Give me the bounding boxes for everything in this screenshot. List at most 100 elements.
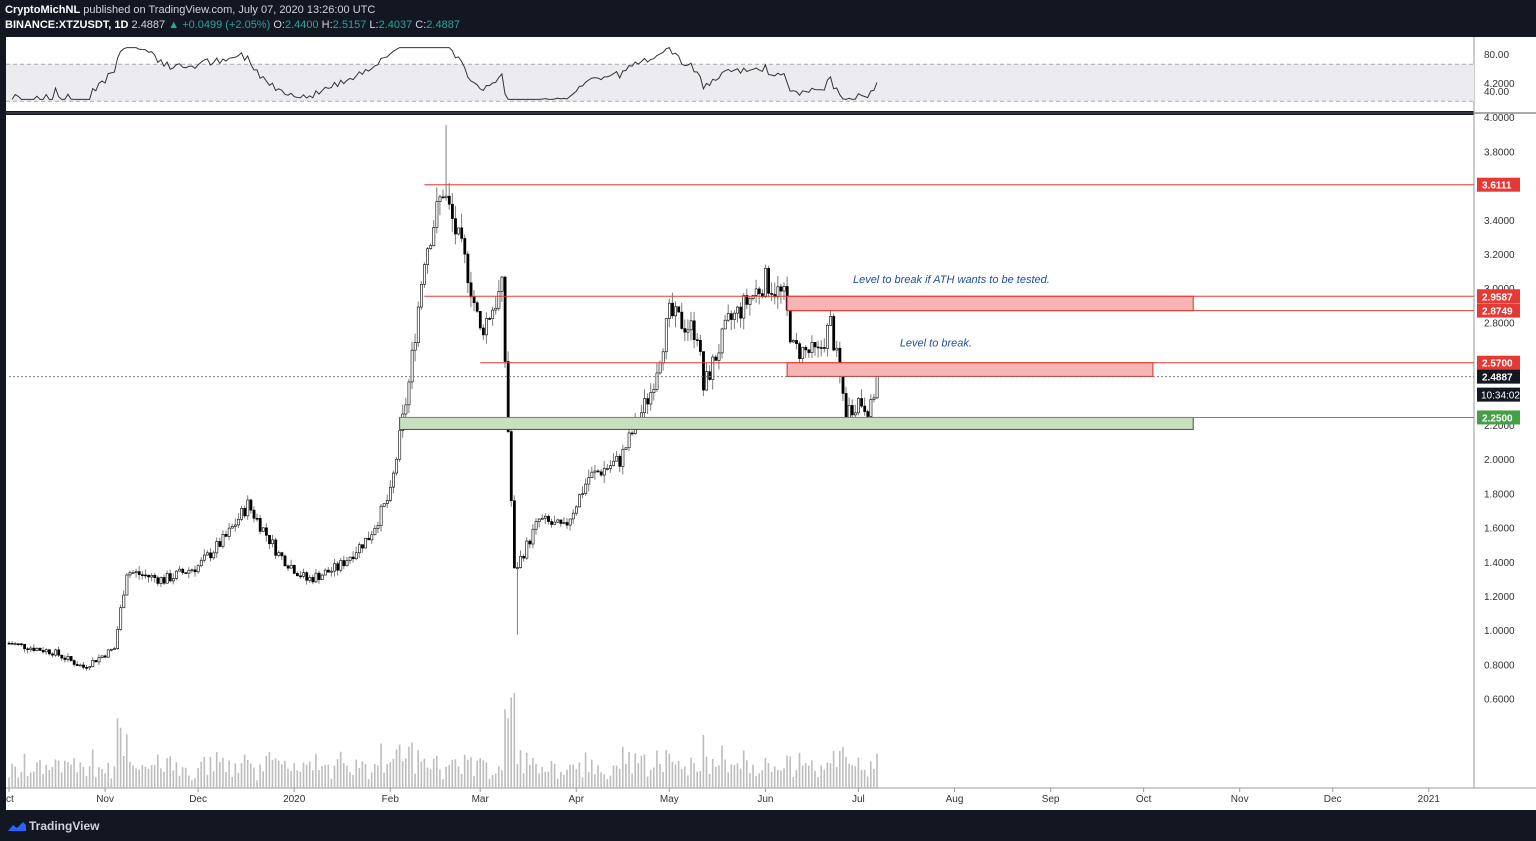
author-name[interactable]: CryptoMichNL [5,4,81,16]
candle-body [460,227,464,239]
volume-bar [742,750,745,788]
candle-body [819,347,823,349]
volume-bar [826,762,829,788]
volume-bar [166,758,168,788]
volume-bar [293,763,295,788]
candle-body [141,574,144,576]
candle-body [714,356,718,361]
candle-body [593,470,597,473]
volume-bar [560,771,562,788]
candle-body [66,656,70,660]
volume-bar [612,765,615,788]
candle-body [237,518,240,526]
candle-body [875,373,879,399]
volume-bar [225,772,227,788]
volume-bar [389,762,392,788]
candle-body [798,343,802,359]
candle-body [444,195,448,199]
volume-bar [795,770,798,788]
candle-body [788,309,792,343]
volume-bar [82,766,85,788]
volume-bar [39,760,41,788]
tradingview-logo-icon[interactable] [7,819,27,833]
candle-body [79,664,82,667]
volume-bar [76,772,78,788]
volume-bar [250,763,252,788]
time-tick-label: Apr [569,794,585,805]
candle-body [26,648,30,651]
volume-bar [498,766,500,788]
volume-bar [401,761,404,788]
price-chart[interactable]: 80.00 40.00 0.6000 0.8000 1.0000 1.2000 1.4000… [0,0,1536,810]
volume-group [8,693,878,788]
candle-body [47,649,51,655]
candle-body [128,572,132,576]
volume-bar [268,752,271,788]
volume-bar [14,766,16,788]
candle-body [382,503,386,507]
candle-body [144,574,147,577]
change-arrow-icon: ▲ [168,19,180,31]
close-label: C: [415,19,427,31]
candle-body [206,552,209,556]
tradingview-brand[interactable]: TradingView [29,819,100,833]
candle-body [106,649,110,658]
candle-body [667,302,671,319]
volume-bar [870,761,872,788]
volume-bar [662,771,664,788]
candle-body [742,295,746,319]
volume-bar [556,778,559,788]
volume-bar [246,759,249,788]
volume-bar [346,765,348,788]
candle-body [503,276,507,362]
candle-body [326,569,330,573]
volume-bar [839,751,841,788]
time-tick-label: Nov [1231,794,1249,805]
last-price: 2.4887 [131,19,166,31]
volume-bar [529,764,531,788]
candle-body [754,288,758,296]
open-value: 2.4400 [284,19,319,31]
time-tick-label: Oct [1136,794,1152,805]
price-pane [6,115,1474,788]
candle-body [494,307,498,311]
candle-body [125,574,129,596]
candle-body [178,568,182,572]
volume-bar [284,760,286,788]
volume-bar [873,768,875,788]
candle-body [624,447,628,450]
candle-body [175,570,178,579]
volume-bar [504,709,506,788]
volume-bar [67,762,69,788]
candle-body [435,201,439,228]
symbol-label[interactable]: BINANCE:XTZUSDT, 1D [5,19,129,31]
candle-body [345,560,349,567]
mid-resistance-badge [1477,355,1520,370]
volume-bar [417,749,419,788]
candle-body [162,577,166,584]
volume-bar [544,771,547,788]
candle-body [419,283,423,308]
volume-bar [215,751,218,788]
candle-body [658,362,662,374]
candle-body [599,471,603,476]
volume-bar [420,761,423,788]
price-tick-label: 4.0000 [1484,113,1515,124]
candle-body [131,572,135,574]
ath-line-badge [1477,177,1520,192]
upper-resistance-badge-label: 2.9587 [1482,292,1513,303]
candle-body [547,515,550,522]
time-tick-label: Nov [96,794,114,805]
candle-body [655,372,659,390]
candle-body [748,298,752,305]
volume-bar [110,778,113,788]
candle-body [413,342,417,351]
volume-bar [88,766,91,788]
volume-bar [324,764,326,788]
candle-body [249,499,253,511]
volume-bar [783,768,785,788]
volume-bar [408,746,410,788]
rsi-tick-label: 80.00 [1484,50,1509,61]
volume-bar [668,753,671,788]
candle-body [574,506,578,514]
